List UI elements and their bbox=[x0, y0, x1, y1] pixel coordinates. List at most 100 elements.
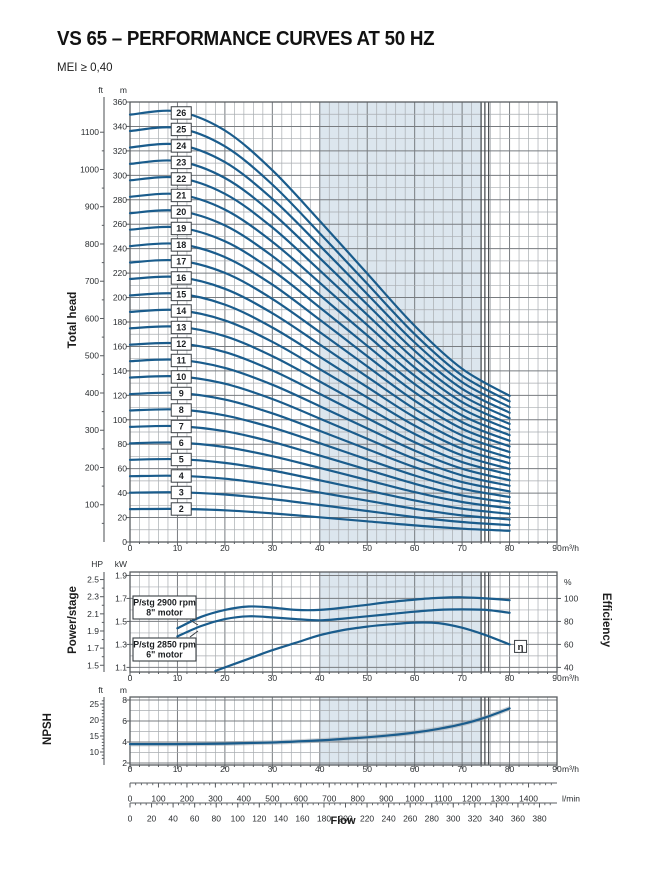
stage-label-25: 25 bbox=[170, 122, 192, 137]
svg-text:360: 360 bbox=[113, 97, 127, 107]
svg-text:1100: 1100 bbox=[434, 794, 453, 804]
svg-text:60: 60 bbox=[410, 673, 420, 683]
svg-text:P/stg 2900 rpm: P/stg 2900 rpm bbox=[133, 598, 196, 608]
svg-text:m: m bbox=[120, 85, 127, 95]
svg-text:m³/h: m³/h bbox=[562, 543, 579, 553]
svg-text:50: 50 bbox=[362, 543, 372, 553]
svg-text:100: 100 bbox=[85, 500, 99, 510]
stage-label-9: 9 bbox=[170, 386, 192, 401]
svg-text:1.7: 1.7 bbox=[87, 643, 99, 653]
svg-text:200: 200 bbox=[85, 462, 99, 472]
svg-text:90: 90 bbox=[552, 543, 562, 553]
svg-text:2: 2 bbox=[122, 758, 127, 768]
svg-text:1.5: 1.5 bbox=[87, 660, 99, 670]
svg-text:100: 100 bbox=[151, 794, 165, 804]
svg-text:500: 500 bbox=[265, 794, 279, 804]
svg-text:1.9: 1.9 bbox=[115, 570, 127, 580]
svg-text:P/stg 2850 rpm: P/stg 2850 rpm bbox=[133, 640, 196, 650]
svg-text:20: 20 bbox=[90, 715, 100, 725]
svg-text:800: 800 bbox=[85, 239, 99, 249]
power-chart: 1.1 1.3 1.5 1.7 1.9 1.5 1.7 1.9 2.1 2.3 2.5 40 60 80 1… bbox=[87, 559, 579, 683]
svg-text:40: 40 bbox=[118, 488, 128, 498]
svg-text:1300: 1300 bbox=[491, 794, 510, 804]
svg-text:10: 10 bbox=[173, 673, 183, 683]
svg-text:300: 300 bbox=[446, 814, 460, 824]
svg-text:30: 30 bbox=[268, 543, 278, 553]
svg-text:8: 8 bbox=[122, 695, 127, 705]
svg-text:13: 13 bbox=[176, 323, 186, 333]
svg-text:2.5: 2.5 bbox=[87, 575, 99, 585]
stage-label-20: 20 bbox=[170, 205, 192, 219]
svg-text:220: 220 bbox=[360, 814, 374, 824]
svg-text:180: 180 bbox=[317, 814, 331, 824]
svg-text:700: 700 bbox=[85, 276, 99, 286]
stage-label-17: 17 bbox=[170, 254, 192, 269]
svg-text:340: 340 bbox=[113, 121, 127, 131]
svg-text:10: 10 bbox=[173, 543, 183, 553]
svg-text:10: 10 bbox=[90, 747, 100, 757]
stage-label-22: 22 bbox=[170, 172, 192, 186]
svg-text:23: 23 bbox=[176, 158, 186, 168]
svg-text:25: 25 bbox=[90, 699, 100, 709]
svg-text:10: 10 bbox=[176, 372, 186, 382]
operating-band bbox=[319, 697, 482, 765]
svg-text:260: 260 bbox=[403, 814, 417, 824]
svg-text:1.3: 1.3 bbox=[115, 639, 127, 649]
svg-text:25: 25 bbox=[176, 125, 186, 135]
svg-text:80: 80 bbox=[118, 439, 128, 449]
svg-text:5: 5 bbox=[179, 455, 184, 465]
svg-text:500: 500 bbox=[85, 351, 99, 361]
svg-text:90: 90 bbox=[552, 764, 562, 774]
svg-text:400: 400 bbox=[237, 794, 251, 804]
svg-text:9: 9 bbox=[179, 389, 184, 399]
svg-text:320: 320 bbox=[468, 814, 482, 824]
svg-text:0: 0 bbox=[128, 794, 133, 804]
stage-curve-23 bbox=[128, 159, 511, 414]
svg-text:70: 70 bbox=[457, 543, 467, 553]
efficiency-curve bbox=[214, 621, 511, 672]
svg-text:17: 17 bbox=[176, 257, 186, 267]
svg-text:40: 40 bbox=[564, 662, 574, 672]
svg-text:m³/h: m³/h bbox=[562, 764, 579, 774]
svg-text:280: 280 bbox=[113, 195, 127, 205]
svg-text:70: 70 bbox=[457, 764, 467, 774]
svg-text:1.5: 1.5 bbox=[115, 616, 127, 626]
svg-text:26: 26 bbox=[176, 108, 186, 118]
stage-label-19: 19 bbox=[170, 221, 192, 236]
svg-text:40: 40 bbox=[315, 764, 325, 774]
svg-text:30: 30 bbox=[268, 764, 278, 774]
svg-text:20: 20 bbox=[118, 513, 128, 523]
stage-label-5: 5 bbox=[170, 452, 192, 467]
svg-text:12: 12 bbox=[176, 339, 186, 349]
svg-text:320: 320 bbox=[113, 146, 127, 156]
stage-label-15: 15 bbox=[170, 287, 192, 302]
svg-text:40: 40 bbox=[315, 673, 325, 683]
svg-text:600: 600 bbox=[294, 794, 308, 804]
power-stage-axis-label: Power/stage bbox=[67, 586, 79, 654]
svg-text:2.1: 2.1 bbox=[87, 609, 99, 619]
svg-text:6: 6 bbox=[179, 438, 184, 448]
svg-text:0: 0 bbox=[128, 764, 133, 774]
svg-text:ft: ft bbox=[98, 685, 103, 695]
stage-label-11: 11 bbox=[170, 353, 192, 368]
svg-text:80: 80 bbox=[564, 616, 574, 626]
svg-text:50: 50 bbox=[362, 673, 372, 683]
svg-text:140: 140 bbox=[113, 366, 127, 376]
svg-text:280: 280 bbox=[425, 814, 439, 824]
efficiency-marker: η bbox=[514, 639, 528, 653]
svg-text:1000: 1000 bbox=[405, 794, 424, 804]
total-head-axis-label: Total head bbox=[67, 291, 79, 349]
head-chart: 0204060801001201401601802002202402602803… bbox=[80, 85, 579, 553]
svg-text:200: 200 bbox=[113, 293, 127, 303]
stage-label-10: 10 bbox=[170, 370, 192, 384]
svg-text:380: 380 bbox=[532, 814, 546, 824]
svg-text:1200: 1200 bbox=[462, 794, 481, 804]
svg-text:200: 200 bbox=[180, 794, 194, 804]
svg-text:140: 140 bbox=[274, 814, 288, 824]
svg-text:20: 20 bbox=[147, 814, 157, 824]
mei-rating: MEI ≥ 0,40 bbox=[57, 62, 113, 74]
svg-text:6: 6 bbox=[122, 716, 127, 726]
svg-text:14: 14 bbox=[176, 306, 186, 316]
